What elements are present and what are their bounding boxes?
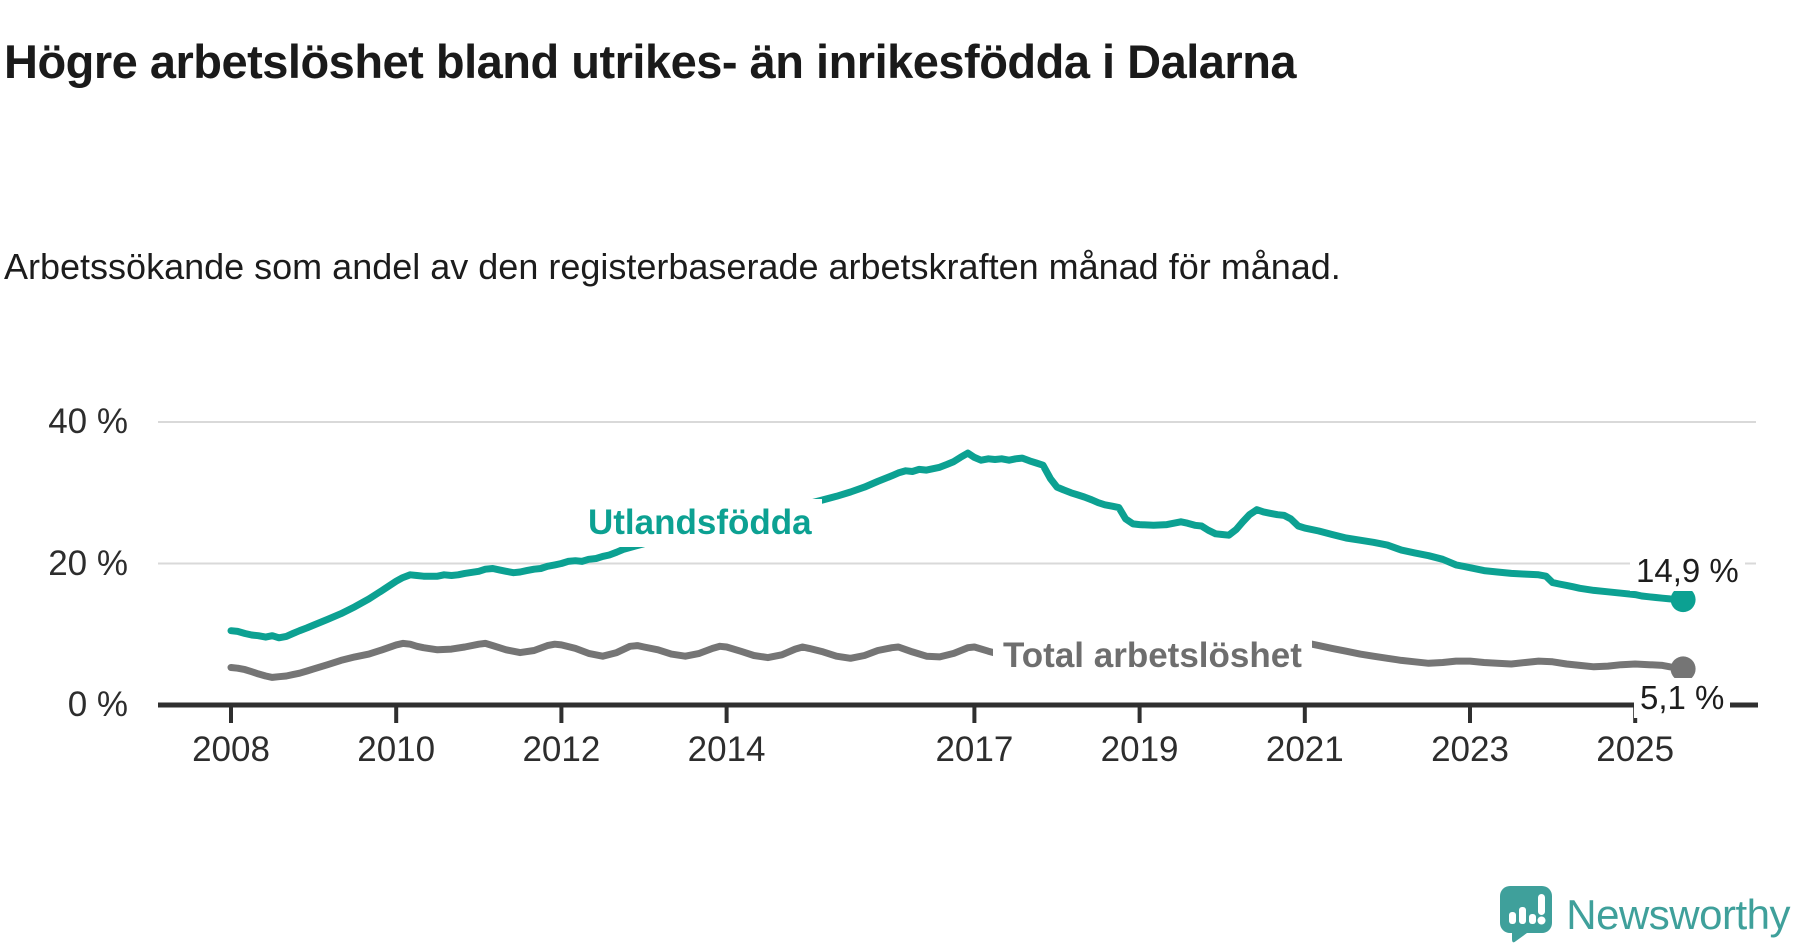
x-tick-label-2017: 2017 xyxy=(935,730,1014,769)
series-line-utlandsfodda xyxy=(227,449,1687,642)
series-line-total xyxy=(227,639,1687,681)
series-end-dot-total xyxy=(1670,656,1696,682)
y-tick-label-20: 20 % xyxy=(48,543,128,583)
y-tick-label-0: 0 % xyxy=(67,685,128,724)
newsworthy-logo-icon xyxy=(1500,886,1553,943)
page-title: Högre arbetslöshet bland utrikes- än inr… xyxy=(4,35,1297,89)
x-tick-label-2014: 2014 xyxy=(687,730,766,769)
x-tick-label-2008: 2008 xyxy=(192,730,270,769)
series-label-total-arbetsloshet: Total arbetslöshet xyxy=(993,632,1312,680)
newsworthy-logo-text: Newsworthy xyxy=(1566,890,1790,938)
chart-subtitle: Arbetssökande som andel av den registerb… xyxy=(4,246,1341,287)
x-tick-label-2021: 2021 xyxy=(1265,730,1344,769)
end-value-label-total: 5,1 % xyxy=(1634,678,1731,718)
x-tick-label-2010: 2010 xyxy=(357,730,436,769)
newsworthy-logo: Newsworthy xyxy=(1500,886,1790,943)
x-tick-label-2025: 2025 xyxy=(1596,730,1675,769)
series-end-dot-utlandsfodda xyxy=(1670,587,1696,613)
y-tick-label-40: 40 % xyxy=(48,402,128,441)
x-tick-label-2012: 2012 xyxy=(522,730,601,769)
x-tick-label-2023: 2023 xyxy=(1431,730,1509,769)
x-tick-label-2019: 2019 xyxy=(1100,730,1179,769)
series-label-utlandsfodda: Utlandsfödda xyxy=(578,499,822,547)
end-value-label-utlandsfodda: 14,9 % xyxy=(1630,551,1745,591)
